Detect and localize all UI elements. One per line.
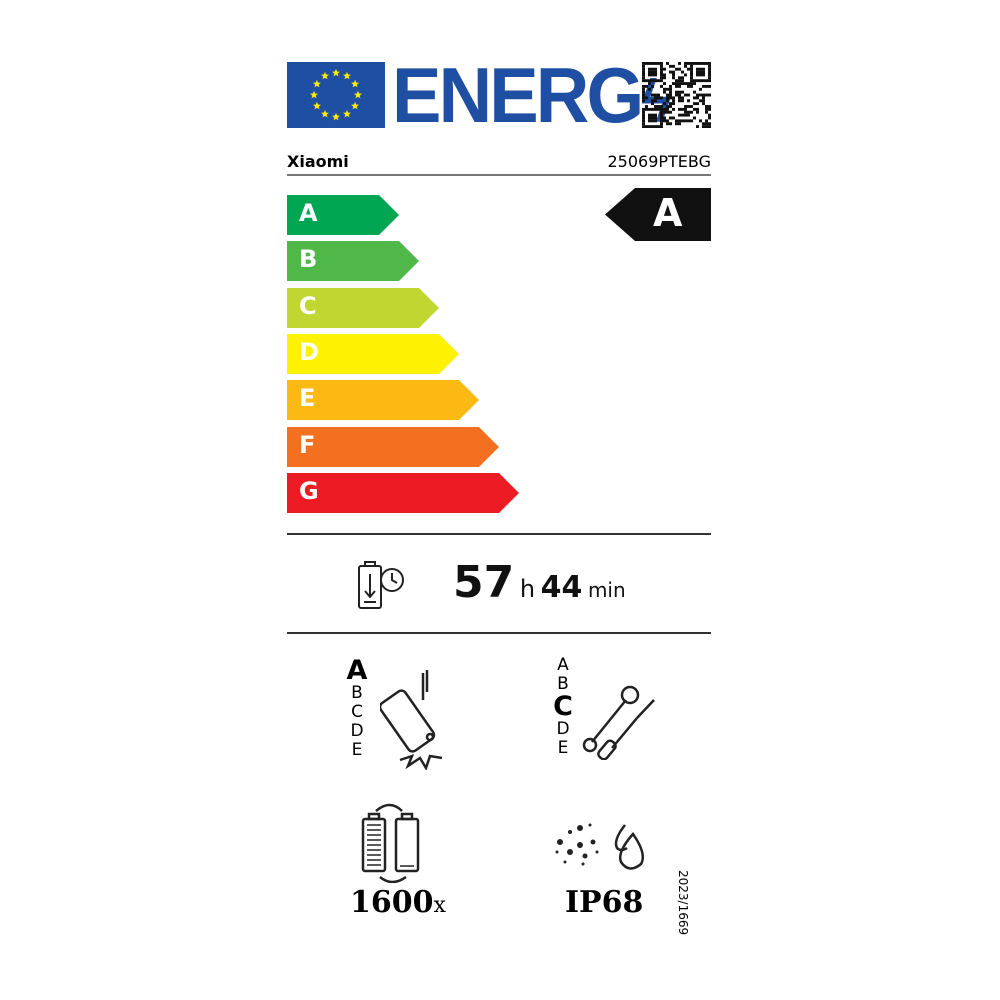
energy-rating-indicator: A bbox=[605, 188, 711, 241]
hours-value: 57 bbox=[453, 557, 515, 608]
scale-class: D bbox=[556, 719, 570, 739]
drop-resistance-scale: A B C D E bbox=[345, 655, 369, 760]
energy-class-label: A bbox=[299, 199, 318, 227]
scale-class-active: A bbox=[346, 655, 368, 686]
energy-class-label: E bbox=[299, 384, 316, 413]
star-icon bbox=[343, 109, 351, 118]
qr-code[interactable] bbox=[642, 62, 711, 129]
star-icon bbox=[343, 71, 351, 80]
scale-class: E bbox=[351, 740, 363, 760]
hours-unit: h bbox=[519, 575, 536, 603]
scale-class: A bbox=[557, 655, 569, 675]
star-icon bbox=[332, 68, 340, 77]
battery-cycles-value: 1600x bbox=[350, 885, 446, 920]
star-icon bbox=[351, 101, 359, 110]
scale-class: B bbox=[557, 674, 569, 694]
scale-class-active: C bbox=[553, 691, 573, 722]
energy-class-label: C bbox=[299, 291, 317, 320]
star-icon bbox=[321, 109, 329, 118]
battery-cycle-icon bbox=[360, 803, 425, 887]
energy-class-label: B bbox=[299, 245, 318, 274]
ip-rating-value: IP68 bbox=[565, 885, 644, 920]
regulation-number: 2023/1669 bbox=[676, 870, 690, 936]
energy-rating-letter: A bbox=[653, 191, 683, 235]
energy-class-label: G bbox=[299, 476, 319, 505]
star-icon bbox=[351, 79, 359, 88]
cycles-unit: x bbox=[433, 893, 446, 918]
wrench-screwdriver-icon bbox=[582, 680, 662, 764]
battery-endurance-value: 57 h 44 min bbox=[453, 557, 626, 608]
battery-clock-icon bbox=[355, 560, 410, 616]
energy-logo: ENERGϟ bbox=[392, 51, 671, 145]
divider bbox=[287, 533, 711, 535]
brand-name: Xiaomi bbox=[287, 152, 349, 171]
cycles-number: 1600 bbox=[350, 885, 434, 920]
phone-drop-icon bbox=[378, 670, 455, 774]
model-identifier: 25069PTEBG bbox=[607, 152, 711, 171]
star-icon bbox=[313, 101, 321, 110]
scale-class: B bbox=[351, 683, 363, 703]
scale-class: E bbox=[557, 738, 569, 758]
energy-logo-text: ENERG bbox=[392, 51, 644, 139]
star-icon bbox=[332, 112, 340, 121]
energy-class-bar-g: G bbox=[287, 472, 519, 513]
minutes-value: 44 bbox=[540, 570, 583, 605]
scale-class: C bbox=[351, 702, 363, 722]
dust-water-icon bbox=[555, 820, 650, 879]
energy-class-bar-f: F bbox=[287, 426, 499, 467]
energy-class-bar-c: C bbox=[287, 287, 439, 328]
star-icon bbox=[313, 79, 321, 88]
energy-class-bar-b: B bbox=[287, 241, 419, 282]
repairability-scale: A B C D E bbox=[551, 656, 575, 758]
star-icon bbox=[354, 90, 362, 99]
star-icon bbox=[321, 71, 329, 80]
scale-class: D bbox=[350, 721, 364, 741]
energy-class-bar-e: E bbox=[287, 380, 479, 421]
energy-class-bar-d: D bbox=[287, 333, 459, 374]
energy-class-label: F bbox=[299, 430, 316, 459]
star-icon bbox=[310, 90, 318, 99]
minutes-unit: min bbox=[587, 578, 626, 602]
eu-flag-logo bbox=[287, 62, 385, 128]
energy-class-label: D bbox=[299, 337, 319, 366]
divider bbox=[287, 632, 711, 634]
energy-class-bar-a: A bbox=[287, 195, 399, 235]
divider bbox=[287, 174, 711, 176]
